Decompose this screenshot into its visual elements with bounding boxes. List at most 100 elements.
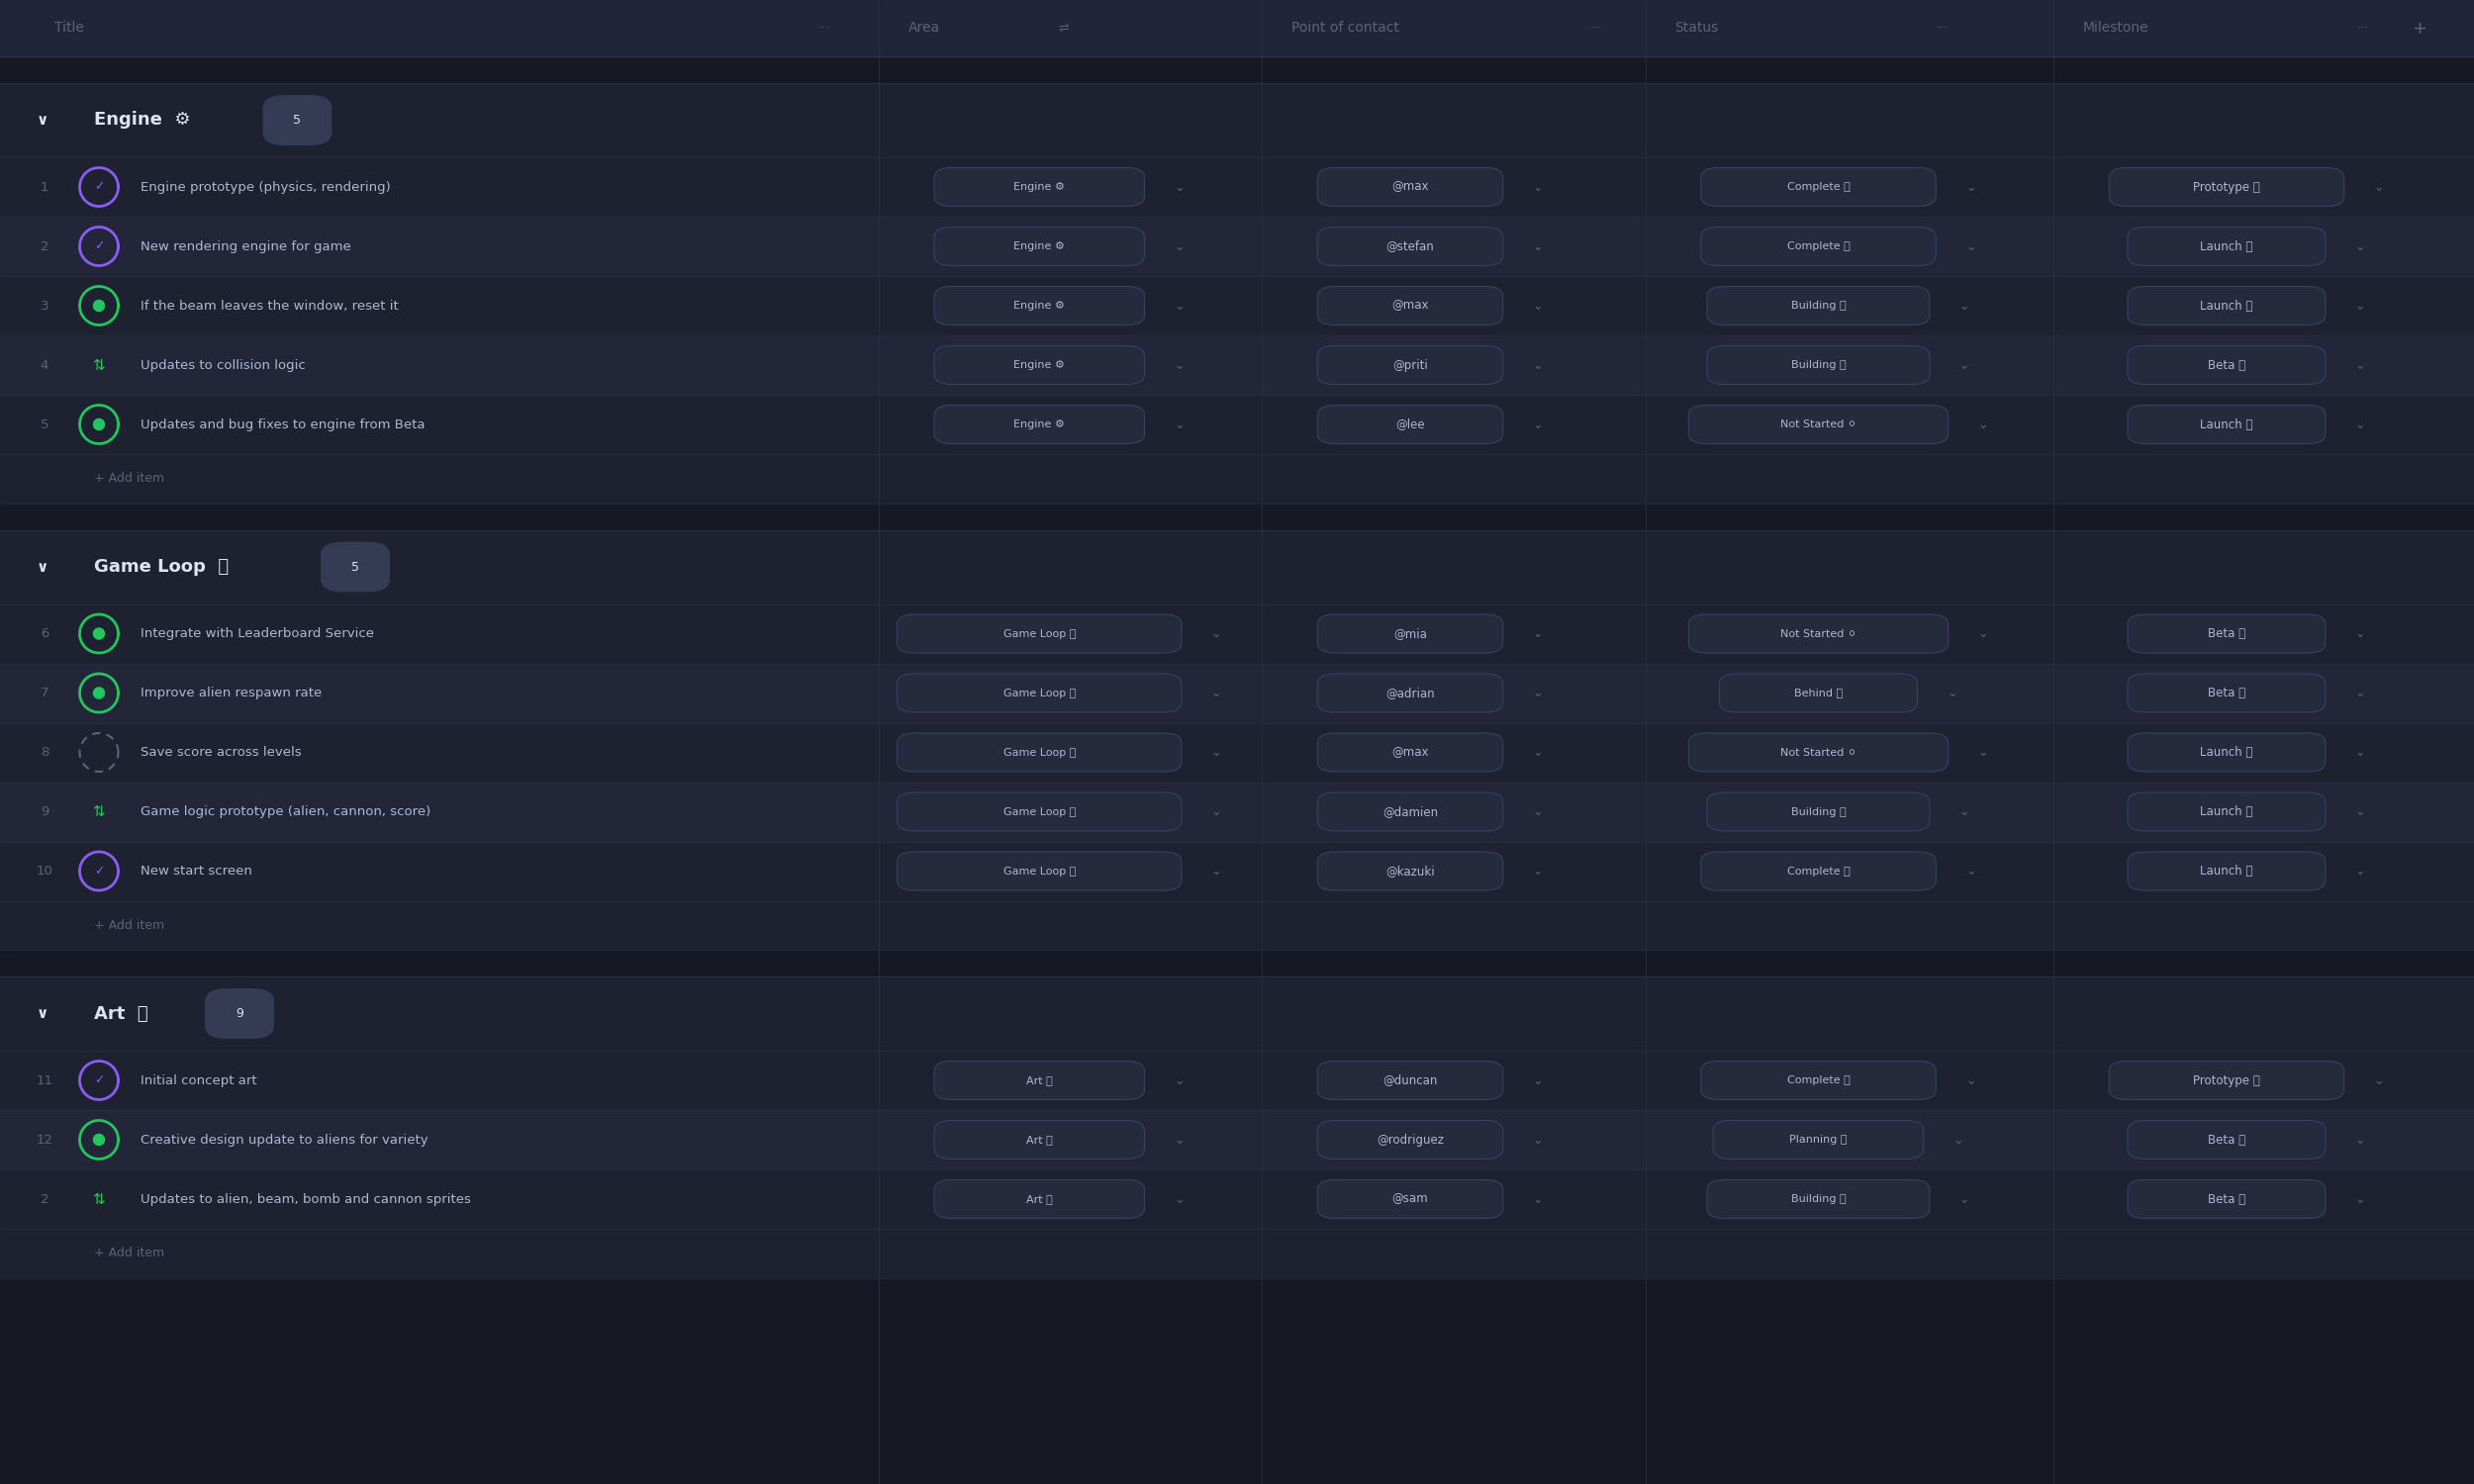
Text: Engine ⚙️: Engine ⚙️ <box>1014 301 1064 310</box>
Text: Complete ✅: Complete ✅ <box>1786 867 1851 876</box>
Text: ⌄: ⌄ <box>2355 1134 2365 1146</box>
Text: Art 🌈: Art 🌈 <box>1027 1195 1051 1204</box>
Text: ⌄: ⌄ <box>2355 806 2365 818</box>
FancyBboxPatch shape <box>1319 227 1504 266</box>
Bar <box>0 1229 2474 1278</box>
FancyBboxPatch shape <box>935 168 1145 206</box>
Text: ✓: ✓ <box>94 240 104 252</box>
Text: ⌄: ⌄ <box>2355 687 2365 699</box>
Text: Engine ⚙️: Engine ⚙️ <box>1014 242 1064 251</box>
Bar <box>0 1278 2474 1484</box>
Text: Engine  ⚙️: Engine ⚙️ <box>94 111 190 129</box>
FancyBboxPatch shape <box>1702 227 1937 266</box>
Bar <box>0 56 2474 83</box>
Text: Launch 🚀: Launch 🚀 <box>2199 865 2254 877</box>
Bar <box>0 1110 2474 1169</box>
Text: Game Loop 📈: Game Loop 📈 <box>1002 748 1076 757</box>
FancyBboxPatch shape <box>2108 1061 2343 1100</box>
Text: ⌄: ⌄ <box>1531 1193 1544 1205</box>
Text: ⌄: ⌄ <box>1175 181 1185 193</box>
FancyBboxPatch shape <box>898 792 1183 831</box>
FancyBboxPatch shape <box>1707 286 1930 325</box>
FancyBboxPatch shape <box>935 286 1145 325</box>
Text: Not Started ⚪: Not Started ⚪ <box>1781 748 1856 757</box>
FancyBboxPatch shape <box>1702 168 1937 206</box>
Bar <box>0 663 2474 723</box>
FancyBboxPatch shape <box>935 227 1145 266</box>
Text: Save score across levels: Save score across levels <box>141 746 302 758</box>
FancyBboxPatch shape <box>1319 852 1504 890</box>
Bar <box>0 901 2474 950</box>
Text: Complete ✅: Complete ✅ <box>1786 242 1851 251</box>
Text: Launch 🚀: Launch 🚀 <box>2199 418 2254 430</box>
Bar <box>0 604 2474 663</box>
Text: Milestone: Milestone <box>2083 21 2150 36</box>
Text: ⌄: ⌄ <box>1212 628 1222 640</box>
Text: Updates to alien, beam, bomb and cannon sprites: Updates to alien, beam, bomb and cannon … <box>141 1193 473 1205</box>
Text: Updates and bug fixes to engine from Beta: Updates and bug fixes to engine from Bet… <box>141 418 426 430</box>
Text: ⌄: ⌄ <box>1531 746 1544 758</box>
Text: ⌄: ⌄ <box>1531 300 1544 312</box>
Text: ⌄: ⌄ <box>1959 300 1969 312</box>
FancyBboxPatch shape <box>935 405 1145 444</box>
FancyBboxPatch shape <box>322 542 391 592</box>
Text: Complete ✅: Complete ✅ <box>1786 1076 1851 1085</box>
Text: Building 📊: Building 📊 <box>1791 807 1846 816</box>
FancyBboxPatch shape <box>935 1120 1145 1159</box>
Text: 2: 2 <box>40 1193 49 1205</box>
Text: 3: 3 <box>40 300 49 312</box>
Text: Game Loop 📈: Game Loop 📈 <box>1002 867 1076 876</box>
FancyBboxPatch shape <box>1319 1180 1504 1218</box>
Text: ∨: ∨ <box>37 113 47 128</box>
FancyBboxPatch shape <box>1319 346 1504 384</box>
Text: Beta 🌱: Beta 🌱 <box>2207 1134 2246 1146</box>
Bar <box>0 157 2474 217</box>
Text: ✓: ✓ <box>94 865 104 877</box>
Text: ⌄: ⌄ <box>2355 300 2365 312</box>
Text: Building 📊: Building 📊 <box>1791 301 1846 310</box>
Text: ⌄: ⌄ <box>1175 1134 1185 1146</box>
Text: Beta 🌱: Beta 🌱 <box>2207 1193 2246 1205</box>
FancyBboxPatch shape <box>1707 792 1930 831</box>
Text: ⌄: ⌄ <box>1212 806 1222 818</box>
Text: @kazuki: @kazuki <box>1385 865 1435 877</box>
Text: Complete ✅: Complete ✅ <box>1786 183 1851 191</box>
FancyBboxPatch shape <box>2128 346 2326 384</box>
Text: Game Loop  📈: Game Loop 📈 <box>94 558 228 576</box>
Text: Art 🌈: Art 🌈 <box>1027 1135 1051 1144</box>
FancyBboxPatch shape <box>1707 346 1930 384</box>
Text: + Add item: + Add item <box>94 919 163 932</box>
FancyBboxPatch shape <box>1319 168 1504 206</box>
Polygon shape <box>94 628 104 640</box>
Text: Creative design update to aliens for variety: Creative design update to aliens for var… <box>141 1134 428 1146</box>
Text: 9: 9 <box>235 1008 242 1020</box>
Text: Not Started ⚪: Not Started ⚪ <box>1781 629 1856 638</box>
Text: Building 📊: Building 📊 <box>1791 1195 1846 1204</box>
Text: ⌄: ⌄ <box>2355 418 2365 430</box>
Text: Building 📊: Building 📊 <box>1791 361 1846 370</box>
Text: Title: Title <box>54 21 84 36</box>
Text: ⌄: ⌄ <box>1212 865 1222 877</box>
Text: ⌄: ⌄ <box>1531 418 1544 430</box>
Bar <box>0 83 2474 157</box>
Text: ∨: ∨ <box>37 559 47 574</box>
FancyBboxPatch shape <box>898 733 1183 772</box>
Text: ⌄: ⌄ <box>1977 628 1989 640</box>
Bar <box>0 1169 2474 1229</box>
Polygon shape <box>94 1134 104 1146</box>
Text: 5: 5 <box>294 114 302 126</box>
Text: ⌄: ⌄ <box>1531 240 1544 252</box>
Text: 9: 9 <box>40 806 49 818</box>
FancyBboxPatch shape <box>1690 405 1950 444</box>
FancyBboxPatch shape <box>898 614 1183 653</box>
Text: Game logic prototype (alien, cannon, score): Game logic prototype (alien, cannon, sco… <box>141 806 430 818</box>
FancyBboxPatch shape <box>1319 614 1504 653</box>
Text: ⌄: ⌄ <box>1531 1074 1544 1086</box>
Text: 4: 4 <box>40 359 49 371</box>
Text: ⌄: ⌄ <box>1531 1134 1544 1146</box>
Text: 8: 8 <box>40 746 49 758</box>
Text: @rodriguez: @rodriguez <box>1376 1134 1445 1146</box>
FancyBboxPatch shape <box>1714 1120 1925 1159</box>
Bar <box>0 217 2474 276</box>
Text: @priti: @priti <box>1393 359 1427 371</box>
